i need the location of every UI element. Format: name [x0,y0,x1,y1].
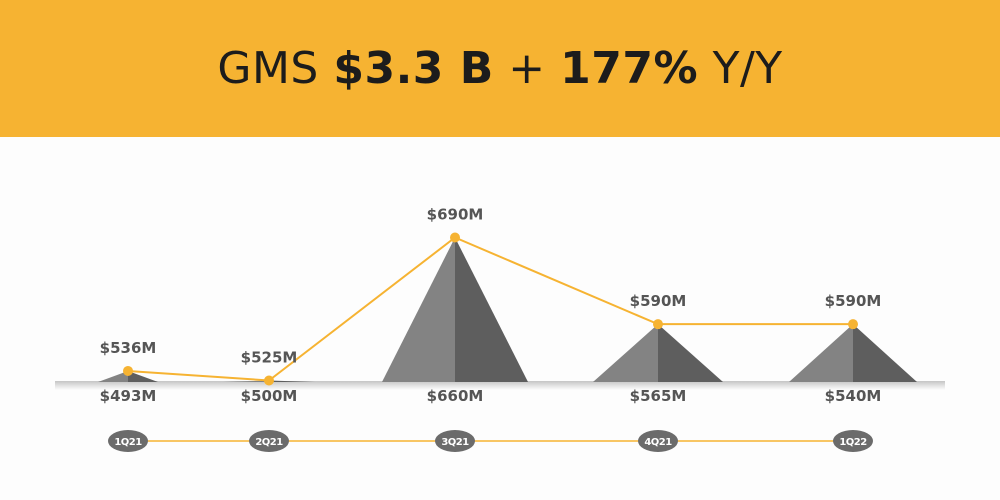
peak-right-face [269,380,315,382]
peak-right-face [853,324,917,382]
headline: GMS $3.3 B + 177% Y/Y [217,43,782,94]
quarter-pill [435,430,475,452]
headline-suffix: Y/Y [712,43,783,94]
peak-left-face [98,370,128,382]
peak-left-face [382,237,455,382]
bottom-value-label: $660M [427,387,484,405]
data-point [123,365,133,376]
peak-left-face [789,324,853,382]
top-value-label: $690M [427,206,484,224]
peak-baseline-shadow [55,381,945,390]
data-point [848,319,858,330]
top-value-label: $590M [630,292,687,310]
bottom-value-label: $500M [241,387,298,405]
headline-growth: 177% [560,43,699,94]
peak-right-face [658,324,723,382]
peak-right-face [128,370,158,382]
bottom-value-label: $493M [100,387,157,405]
peak-left-face [593,324,658,382]
header-banner: GMS $3.3 B + 177% Y/Y [0,0,1000,137]
quarter-pill [249,430,289,452]
top-value-label: $590M [825,292,882,310]
top-value-label: $525M [241,349,298,367]
data-point [450,232,460,243]
quarter-pill [638,430,678,452]
headline-prefix: GMS [217,43,319,94]
quarter-label: 3Q21 [441,437,469,448]
headline-value: $3.3 B [333,43,494,94]
top-value-label: $536M [100,339,157,357]
bottom-value-label: $540M [825,387,882,405]
quarter-label: 1Q21 [114,437,142,448]
pyramid-chart: $536M $525M $690M $590M $590M $493M $500M $660M… [55,206,945,452]
quarter-pill [108,430,148,452]
chart-area: $536M $525M $690M $590M $590M $493M $500M $660M… [0,137,1000,500]
quarter-label: 1Q22 [839,437,867,448]
peak-left-face [223,380,269,382]
quarter-label: 4Q21 [644,437,672,448]
quarter-pill [833,430,873,452]
data-point [653,319,663,330]
peak-right-face [455,237,528,382]
headline-plus: + [508,43,546,94]
data-point [264,375,274,386]
bottom-value-label: $565M [630,387,687,405]
quarter-label: 2Q21 [255,437,283,448]
